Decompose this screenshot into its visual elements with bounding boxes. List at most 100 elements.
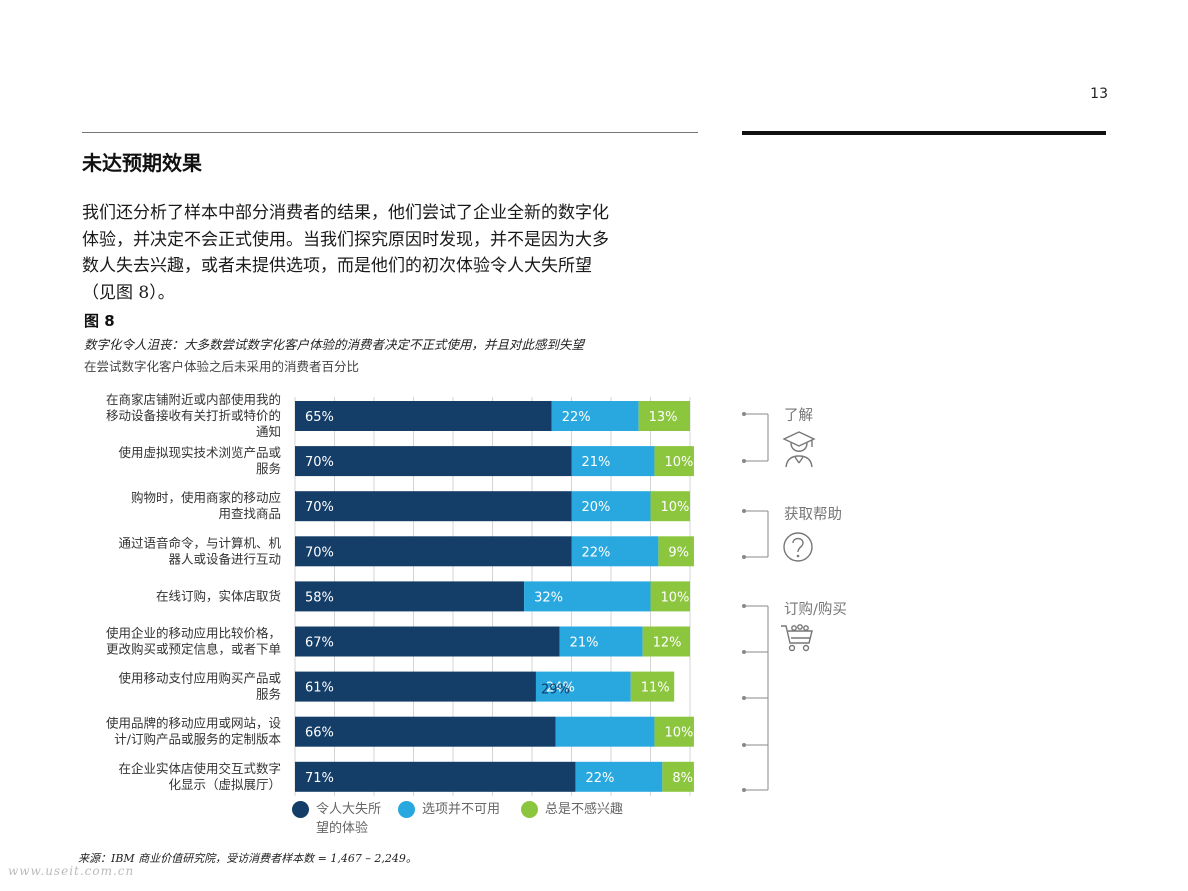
section-title: 未达预期效果 bbox=[82, 151, 202, 175]
data-label: 71% bbox=[305, 771, 334, 786]
data-label: 20% bbox=[582, 500, 611, 515]
bar-segment bbox=[654, 716, 694, 747]
legend-label: 总是不感兴趣 bbox=[545, 802, 624, 817]
data-label: 11% bbox=[641, 681, 670, 696]
question-icon bbox=[783, 532, 813, 562]
data-label: 32% bbox=[534, 590, 563, 605]
side-nav-get-help[interactable]: 获取帮助 bbox=[784, 507, 842, 523]
bar-segment bbox=[295, 536, 572, 567]
data-label: 21% bbox=[570, 636, 599, 651]
data-label: 10% bbox=[661, 500, 690, 515]
section-divider bbox=[82, 132, 698, 133]
bar-segment bbox=[575, 761, 663, 792]
bar-segment bbox=[654, 446, 694, 477]
bar-segment bbox=[295, 626, 560, 657]
data-label: 24% bbox=[546, 681, 575, 696]
data-label: 67% bbox=[305, 636, 334, 651]
bar-segment bbox=[571, 491, 651, 522]
bar-segment bbox=[295, 671, 536, 702]
body-line: 我们还分析了样本中部分消费者的结果，他们尝试了企业全新的数字化 bbox=[82, 203, 609, 223]
data-label: 22% bbox=[582, 545, 611, 560]
body-paragraph: 我们还分析了样本中部分消费者的结果，他们尝试了企业全新的数字化 体验，并决定不会… bbox=[82, 200, 702, 306]
bar-segment bbox=[551, 401, 639, 431]
category-label: 用查找商品 bbox=[218, 506, 281, 521]
cart-icon bbox=[781, 624, 813, 652]
data-label: 70% bbox=[305, 455, 334, 470]
category-label: 通过语音命令，与计算机、机 bbox=[118, 535, 281, 550]
data-label: 70% bbox=[305, 500, 334, 515]
bar-segment bbox=[559, 626, 643, 657]
sidebar-divider bbox=[742, 131, 1106, 135]
data-label: 10% bbox=[661, 590, 690, 605]
body-line: 数人失去兴趣，或者未提供选项，而是他们的初次体验令人大失所望 bbox=[82, 256, 592, 276]
data-label: 70% bbox=[305, 545, 334, 560]
legend-label: 选项并不可用 bbox=[422, 802, 501, 817]
category-label: 器人或设备进行互动 bbox=[168, 551, 281, 566]
data-label: 12% bbox=[653, 636, 682, 651]
data-label: 13% bbox=[649, 410, 678, 425]
data-label: 66% bbox=[305, 726, 334, 741]
annotation-label: 29% bbox=[541, 683, 570, 698]
bar-segment bbox=[555, 716, 655, 747]
bar-segment bbox=[524, 581, 651, 612]
category-label: 在企业实体店使用交互式数字 bbox=[118, 761, 281, 776]
side-navigation: 了解 获取帮助 订购/购买 bbox=[740, 400, 940, 800]
side-nav-connector-lines bbox=[742, 412, 769, 792]
category-label: 使用移动支付应用购买产品或 bbox=[118, 671, 281, 686]
category-label: 使用虚拟现实技术浏览产品或 bbox=[118, 445, 281, 460]
bar-segment bbox=[662, 761, 694, 792]
category-label: 通知 bbox=[256, 424, 281, 439]
category-label: 化显示（虚拟展厅） bbox=[168, 777, 281, 792]
bar-segment bbox=[295, 761, 576, 792]
figure-caption: 数字化令人沮丧：大多数尝试数字化客户体验的消费者决定不正式使用，并且对此感到失望 bbox=[84, 337, 585, 352]
data-label: 22% bbox=[585, 771, 614, 786]
bar-segment bbox=[638, 401, 690, 431]
bar-segment bbox=[295, 446, 572, 477]
body-line: （见图 8）。 bbox=[82, 282, 175, 303]
category-label: 移动设备接收有关打折或特价的 bbox=[106, 408, 281, 423]
category-label: 计/订购产品或服务的定制版本 bbox=[114, 732, 281, 747]
category-label: 在线订购，实体店取货 bbox=[156, 588, 281, 603]
category-label: 在商家店铺附近或内部使用我的 bbox=[106, 392, 281, 407]
watermark: www.useit.com.cn bbox=[8, 864, 135, 878]
side-nav-order-buy[interactable]: 订购/购买 bbox=[784, 602, 847, 618]
category-label: 使用品牌的移动应用或网站，设 bbox=[106, 716, 282, 731]
data-label: 61% bbox=[305, 681, 334, 696]
category-label: 服务 bbox=[256, 461, 281, 476]
data-label: 21% bbox=[582, 455, 611, 470]
bar-segment bbox=[295, 491, 572, 522]
category-label: 更改购买或预定信息，或者下单 bbox=[106, 642, 281, 657]
bar-segment bbox=[535, 671, 631, 702]
bar-segment bbox=[642, 626, 690, 657]
bar-segment bbox=[658, 536, 694, 567]
data-label: 8% bbox=[672, 771, 693, 786]
data-label: 10% bbox=[664, 726, 693, 741]
bar-segment bbox=[571, 536, 659, 567]
bar-segment bbox=[295, 581, 525, 612]
bar-segment bbox=[571, 446, 655, 477]
chart-legend: 令人大失所 望的体验 选项并不可用 总是不感兴趣 bbox=[292, 800, 692, 840]
data-label: 58% bbox=[305, 590, 334, 605]
category-label: 使用企业的移动应用比较价格， bbox=[106, 626, 281, 641]
legend-swatch bbox=[398, 801, 415, 818]
figure-label: 图 8 bbox=[84, 312, 115, 330]
data-label: 65% bbox=[305, 410, 334, 425]
bar-segment bbox=[295, 401, 552, 431]
side-nav-learn[interactable]: 了解 bbox=[784, 408, 813, 424]
bar-segment bbox=[630, 671, 675, 702]
category-label: 购物时，使用商家的移动应 bbox=[131, 490, 281, 505]
data-label: 22% bbox=[562, 410, 591, 425]
figure-subcaption: 在尝试数字化客户体验之后未采用的消费者百分比 bbox=[84, 359, 360, 374]
data-label: 10% bbox=[664, 455, 693, 470]
graduate-icon bbox=[782, 431, 816, 468]
bar-segment bbox=[650, 491, 690, 522]
page-number: 13 bbox=[1090, 86, 1108, 102]
legend-label: 令人大失所 望的体验 bbox=[316, 802, 382, 836]
body-line: 体验，并决定不会正式使用。当我们探究原因时发现，并不是因为大多 bbox=[82, 229, 609, 250]
bar-segment bbox=[650, 581, 690, 612]
category-label: 服务 bbox=[256, 687, 281, 702]
legend-swatch bbox=[521, 801, 538, 818]
bar-segment bbox=[295, 716, 556, 747]
legend-swatch bbox=[292, 801, 309, 818]
